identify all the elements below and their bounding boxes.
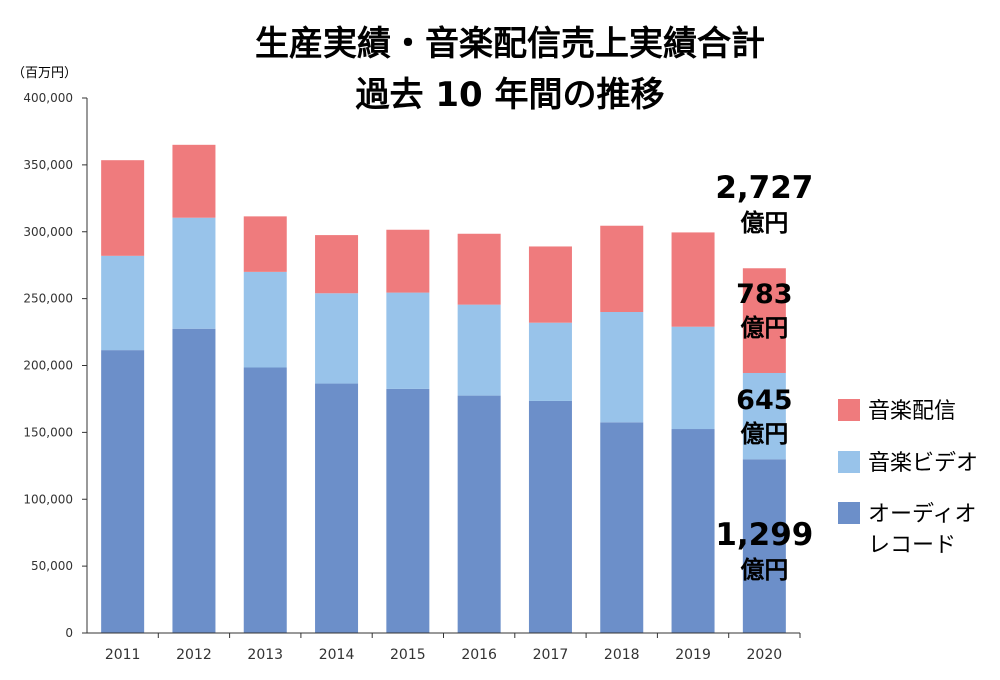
bar-segment [386,229,430,293]
bar-segment [386,292,430,389]
x-tick-label: 2019 [675,647,711,663]
bar-segment [172,328,216,633]
legend-swatch [838,451,860,473]
bar-segment [742,459,786,633]
bar-segment [528,322,572,401]
x-tick-label: 2017 [533,647,569,663]
x-tick-label: 2012 [176,647,212,663]
bar-segment [172,217,216,329]
y-axis: 0 50,000 100,000 150,000 200,000 250,000 300,0… [23,91,88,640]
bars [101,144,786,633]
bar-segment [243,271,287,368]
bar-segment [457,395,501,633]
bar-segment [600,225,644,312]
y-tick-label: 350,000 [23,158,73,172]
legend-swatch [838,399,860,421]
legend-label: レコード [868,533,956,558]
audio-annotation-value: 1,299 [715,517,813,553]
bar-segment [600,422,644,633]
x-tick-label: 2014 [319,647,355,663]
y-tick-label: 0 [65,626,73,640]
distribution-annotation-value: 783 [736,279,792,310]
bar-segment [742,372,786,460]
y-tick-label: 200,000 [23,359,73,373]
chart-title-line-1: 生産実績・音楽配信売上実績合計 [255,24,765,64]
x-tick-label: 2015 [390,647,426,663]
y-tick-label: 250,000 [23,292,73,306]
x-tick-label: 2016 [461,647,497,663]
bar-segment [457,233,501,305]
bar-segment [671,326,715,430]
bar-segment [457,304,501,396]
x-tick-label: 2018 [604,647,640,663]
distribution-annotation-unit: 億円 [740,314,788,342]
y-tick-label: 300,000 [23,225,73,239]
total-annotation-unit: 億円 [740,209,788,237]
audio-annotation-unit: 億円 [740,556,788,584]
bar-segment [172,144,216,218]
bar-segment [386,388,430,633]
bar-segment [315,235,359,294]
y-tick-label: 100,000 [23,492,73,506]
annotations: 2,727 億円 783 億円 645 億円 1,299 億円 [715,170,813,584]
legend-label: オーディオ [868,502,976,527]
bar-segment [243,367,287,633]
y-tick-label: 400,000 [23,91,73,105]
x-tick-label: 2011 [105,647,141,663]
bar-segment [671,232,715,327]
total-annotation-value: 2,727 [715,170,813,206]
bar-segment [528,400,572,633]
bar-segment [671,429,715,633]
x-tick-label: 2013 [247,647,283,663]
video-annotation-value: 645 [736,385,792,416]
bar-segment [101,255,145,351]
y-tick-label: 150,000 [23,425,73,439]
x-tick-label: 2020 [747,647,783,663]
bar-segment [101,350,145,633]
y-tick-label: 50,000 [31,559,73,573]
bar-segment [528,246,572,323]
legend-label: 音楽ビデオ [868,451,978,476]
bar-segment [101,160,145,256]
y-unit-label: （百万円） [12,66,77,81]
bar-segment [315,293,359,384]
bar-segment [600,312,644,423]
bar-segment [243,216,287,272]
legend-label: 音楽配信 [868,399,956,424]
chart-title-line-2: 過去 10 年間の推移 [356,75,665,115]
bar-segment [315,383,359,633]
video-annotation-unit: 億円 [740,420,788,448]
legend-swatch [838,502,860,524]
bar-segment [742,268,786,373]
x-axis: 2011 2012 2013 2014 2015 2016 2017 2018 2019 2020 [87,632,801,663]
